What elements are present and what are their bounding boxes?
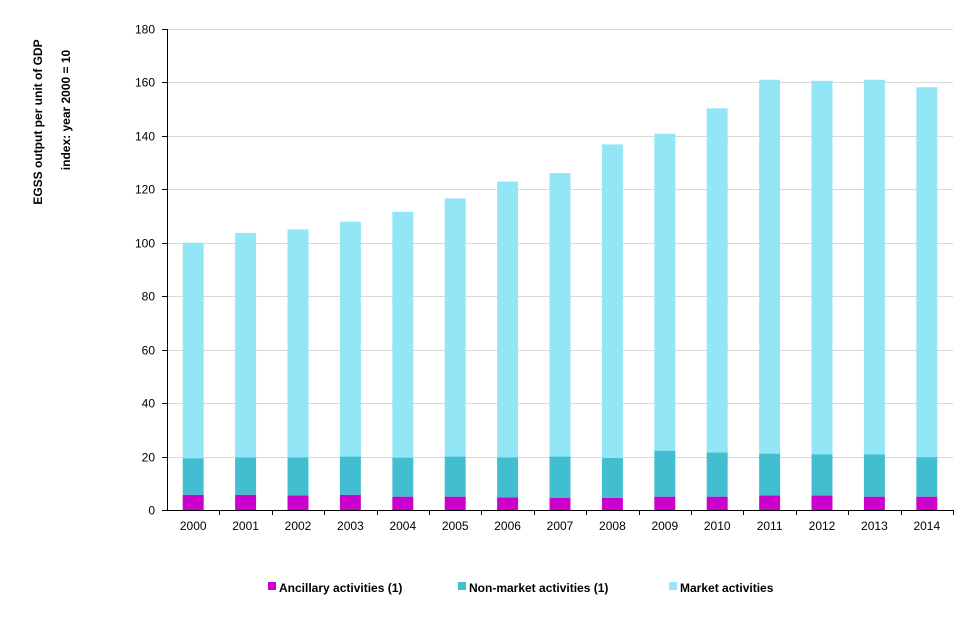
bar-segment-2-2007 — [549, 456, 571, 498]
x-tick-label: 2014 — [913, 519, 940, 533]
legend-swatch-1 — [268, 582, 276, 590]
bar-segment-1-2010 — [706, 496, 728, 510]
bar-segment-1-2012 — [811, 495, 833, 510]
bar-segment-3-2011 — [759, 79, 781, 454]
bar-segment-2-2012 — [811, 454, 833, 496]
bar-segment-1-2008 — [601, 497, 623, 510]
x-tick-label: 2001 — [232, 519, 259, 533]
y-tick-label: 180 — [135, 23, 155, 37]
y-tick-label: 100 — [135, 237, 155, 251]
bar-segment-3-2014 — [916, 87, 938, 458]
bar-segment-1-2004 — [392, 496, 414, 510]
bar-segment-3-2009 — [654, 133, 676, 451]
bar-segment-2-2006 — [497, 457, 519, 498]
bar-segment-3-2004 — [392, 211, 414, 458]
bar-segment-3-2002 — [287, 229, 309, 458]
y-axis-label: EGSS output per unit of GDP index: year … — [31, 39, 73, 204]
bar-segment-2-2003 — [339, 456, 361, 495]
y-axis-label-line-1: EGSS output per unit of GDP — [31, 39, 45, 204]
legend: Ancillary activities (1) Non-market activ… — [268, 581, 774, 595]
x-tick-label: 2003 — [337, 519, 364, 533]
y-tick-label: 140 — [135, 130, 155, 144]
bar-segment-3-2010 — [706, 108, 728, 453]
bar-segment-3-2012 — [811, 80, 833, 455]
y-tick-label: 40 — [142, 397, 156, 411]
bar-segment-1-2005 — [444, 496, 466, 510]
y-tick-label: 20 — [142, 451, 156, 465]
bar-segment-3-2013 — [863, 79, 885, 455]
y-tick-label: 60 — [142, 344, 156, 358]
y-axis-label-line-2: index: year 2000 = 10 — [59, 49, 73, 170]
bar-segment-1-2000 — [182, 494, 204, 510]
bar-segment-2-2008 — [601, 457, 623, 498]
bar-segment-3-2000 — [182, 242, 204, 459]
legend-label-1: Ancillary activities (1) — [279, 581, 402, 595]
bar-segment-3-2003 — [339, 221, 361, 457]
x-tick-label: 2007 — [547, 519, 574, 533]
legend-label-3: Market activities — [680, 581, 774, 595]
bar-segment-2-2010 — [706, 452, 728, 497]
x-tick-label: 2010 — [704, 519, 731, 533]
bar-segment-2-2011 — [759, 453, 781, 496]
bar-segment-1-2003 — [339, 494, 361, 510]
x-tick-label: 2013 — [861, 519, 888, 533]
bar-segment-3-2006 — [497, 181, 519, 458]
bar-segment-1-2007 — [549, 497, 571, 510]
y-tick-label: 80 — [142, 290, 156, 304]
bar-segment-2-2013 — [863, 454, 885, 497]
bar-segment-2-2001 — [235, 457, 257, 495]
bar-segment-2-2009 — [654, 450, 676, 497]
bar-segment-1-2013 — [863, 496, 885, 510]
x-tick-label: 2008 — [599, 519, 626, 533]
bar-segment-1-2001 — [235, 494, 257, 510]
y-tick-label: 120 — [135, 183, 155, 197]
bar-segment-2-2004 — [392, 457, 414, 497]
bar-segment-3-2005 — [444, 198, 466, 457]
y-tick-label: 160 — [135, 76, 155, 90]
bar-segment-1-2011 — [759, 495, 781, 510]
bar-segment-2-2000 — [182, 458, 204, 495]
legend-label-2: Non-market activities (1) — [469, 581, 608, 595]
bars — [182, 79, 938, 510]
bar-segment-1-2014 — [916, 496, 938, 510]
x-tick-label: 2000 — [180, 519, 207, 533]
bar-segment-2-2002 — [287, 457, 309, 496]
y-tick-label: 0 — [148, 504, 155, 518]
x-tick-label: 2006 — [494, 519, 521, 533]
x-tick-label: 2009 — [651, 519, 678, 533]
axes: 0 20 40 60 80 100 120 140 160 180 2000 2001 2002 2003… — [135, 23, 954, 533]
x-tick-label: 2011 — [757, 519, 783, 533]
x-tick-label: 2005 — [442, 519, 469, 533]
bar-segment-2-2005 — [444, 456, 466, 497]
legend-swatch-2 — [458, 582, 466, 590]
bar-segment-1-2009 — [654, 496, 676, 510]
legend-swatch-3 — [669, 582, 677, 590]
bar-segment-1-2002 — [287, 495, 309, 510]
bar-segment-2-2014 — [916, 457, 938, 497]
bar-segment-3-2008 — [601, 144, 623, 458]
x-tick-label: 2004 — [389, 519, 416, 533]
bar-segment-3-2001 — [235, 232, 257, 458]
x-tick-label: 2012 — [809, 519, 836, 533]
x-tick-label: 2002 — [285, 519, 312, 533]
bar-segment-1-2006 — [497, 497, 519, 510]
bar-segment-3-2007 — [549, 173, 571, 457]
